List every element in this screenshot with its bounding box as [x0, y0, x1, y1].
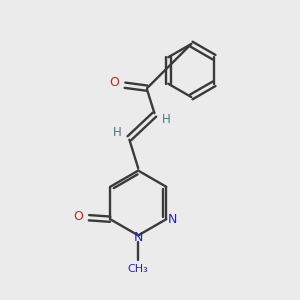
Text: N: N	[134, 231, 143, 244]
Text: O: O	[110, 76, 120, 89]
Text: CH₃: CH₃	[128, 264, 148, 274]
Text: O: O	[74, 210, 84, 223]
Text: H: H	[162, 113, 171, 127]
Text: N: N	[168, 213, 177, 226]
Text: H: H	[113, 126, 122, 140]
